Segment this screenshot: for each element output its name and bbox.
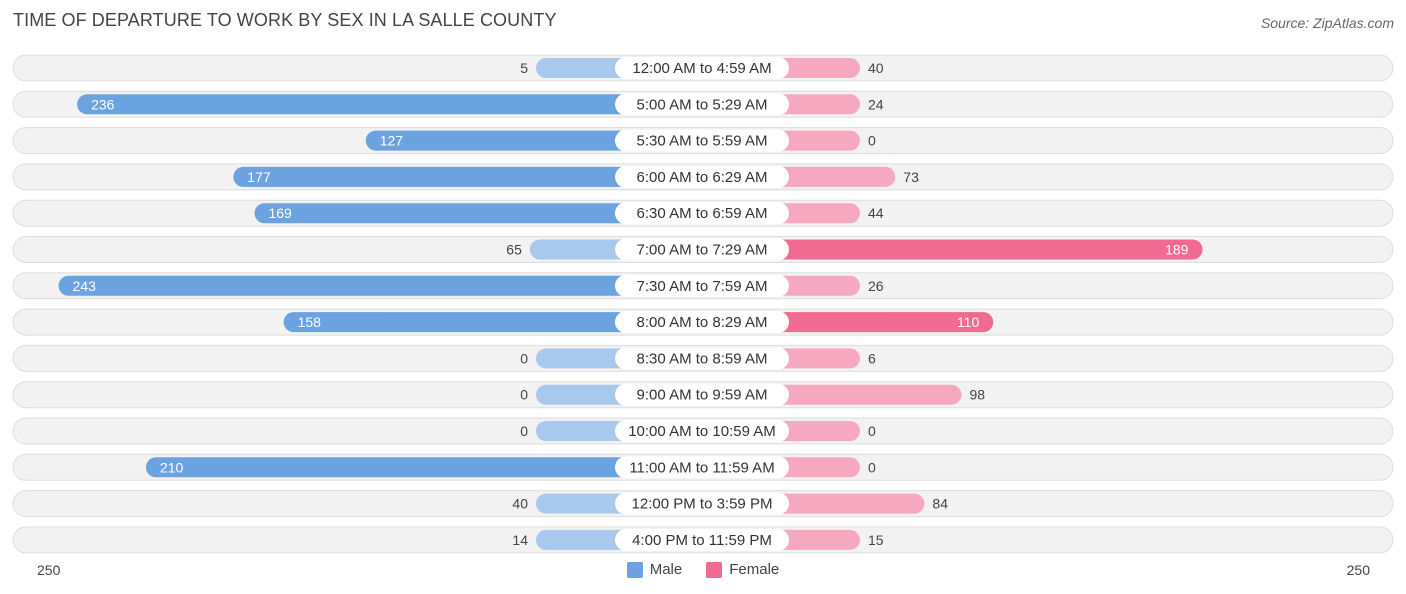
category-label: 7:00 AM to 7:29 AM [637, 242, 768, 259]
male-value-label: 158 [298, 314, 322, 330]
male-value-label: 210 [160, 459, 184, 475]
male-bar [233, 166, 702, 187]
male-value-label: 127 [380, 133, 404, 149]
chart-title: TIME OF DEPARTURE TO WORK BY SEX IN LA S… [13, 10, 557, 30]
axis-tick-left: 250 [37, 562, 61, 578]
female-value-label: 0 [868, 133, 876, 149]
male-value-label: 5 [520, 60, 528, 76]
category-label: 12:00 PM to 3:59 PM [632, 496, 773, 513]
male-bar [283, 312, 702, 333]
category-label: 6:00 AM to 6:29 AM [637, 169, 768, 186]
category-pill [615, 57, 789, 79]
category-label: 5:30 AM to 5:59 AM [637, 133, 768, 150]
female-value-label: 24 [868, 96, 884, 112]
female-value-label: 40 [868, 60, 884, 76]
female-value-label: 189 [1165, 242, 1189, 258]
male-bar [58, 275, 702, 296]
male-value-label: 243 [73, 278, 97, 294]
male-bar [77, 94, 702, 115]
male-value-label: 40 [512, 496, 528, 512]
axis-tick-right: 250 [1346, 562, 1370, 578]
category-pill [615, 383, 789, 406]
category-label: 11:00 AM to 11:59 AM [629, 459, 774, 476]
category-label: 8:00 AM to 8:29 AM [637, 314, 768, 331]
category-pill [615, 202, 789, 225]
female-value-label: 98 [970, 387, 986, 403]
category-pill [615, 129, 789, 152]
legend-swatch-female [706, 561, 723, 578]
category-label: 8:30 AM to 8:59 AM [637, 350, 768, 367]
male-value-label: 0 [520, 387, 528, 403]
female-value-label: 44 [868, 205, 884, 221]
female-value-label: 15 [868, 532, 884, 548]
female-value-label: 0 [868, 423, 876, 439]
legend-item-female: Female [706, 561, 779, 578]
category-pill [615, 165, 789, 188]
category-label: 9:00 AM to 9:59 AM [637, 387, 768, 404]
legend-label-male: Male [649, 561, 683, 578]
male-value-label: 0 [520, 350, 528, 366]
category-label: 12:00 AM to 4:59 AM [632, 60, 771, 77]
female-bar [702, 239, 1203, 260]
female-value-label: 84 [932, 496, 948, 512]
female-value-label: 26 [868, 278, 884, 294]
category-pill [615, 347, 789, 370]
male-bar [145, 457, 703, 478]
legend-item-male: Male [626, 561, 683, 578]
category-pill [615, 456, 789, 479]
female-value-label: 6 [868, 350, 876, 366]
category-label: 10:00 AM to 10:59 AM [628, 423, 776, 440]
category-pill [615, 238, 789, 261]
category-label: 5:00 AM to 5:29 AM [637, 96, 768, 113]
category-pill [615, 492, 789, 515]
legend-label-female: Female [729, 561, 780, 578]
source-label: Source: ZipAtlas.com [1260, 15, 1394, 31]
male-value-label: 0 [520, 423, 528, 439]
category-pill [615, 420, 789, 442]
category-label: 7:30 AM to 7:59 AM [637, 278, 768, 295]
female-value-label: 110 [957, 314, 980, 330]
category-label: 4:00 PM to 11:59 PM [632, 532, 772, 549]
female-value-label: 0 [868, 459, 876, 475]
category-pill [615, 311, 789, 334]
male-value-label: 14 [512, 532, 528, 548]
male-bar [254, 203, 702, 224]
legend: Male Female [0, 561, 1406, 578]
male-value-label: 177 [247, 169, 271, 185]
legend-swatch-male [626, 561, 643, 578]
category-pill [615, 528, 789, 551]
category-pill [615, 274, 789, 297]
female-value-label: 73 [903, 169, 919, 185]
category-label: 6:30 AM to 6:59 AM [637, 205, 768, 222]
male-value-label: 65 [506, 242, 522, 258]
male-value-label: 236 [91, 96, 115, 112]
category-pill [615, 93, 789, 116]
male-value-label: 169 [268, 205, 292, 221]
